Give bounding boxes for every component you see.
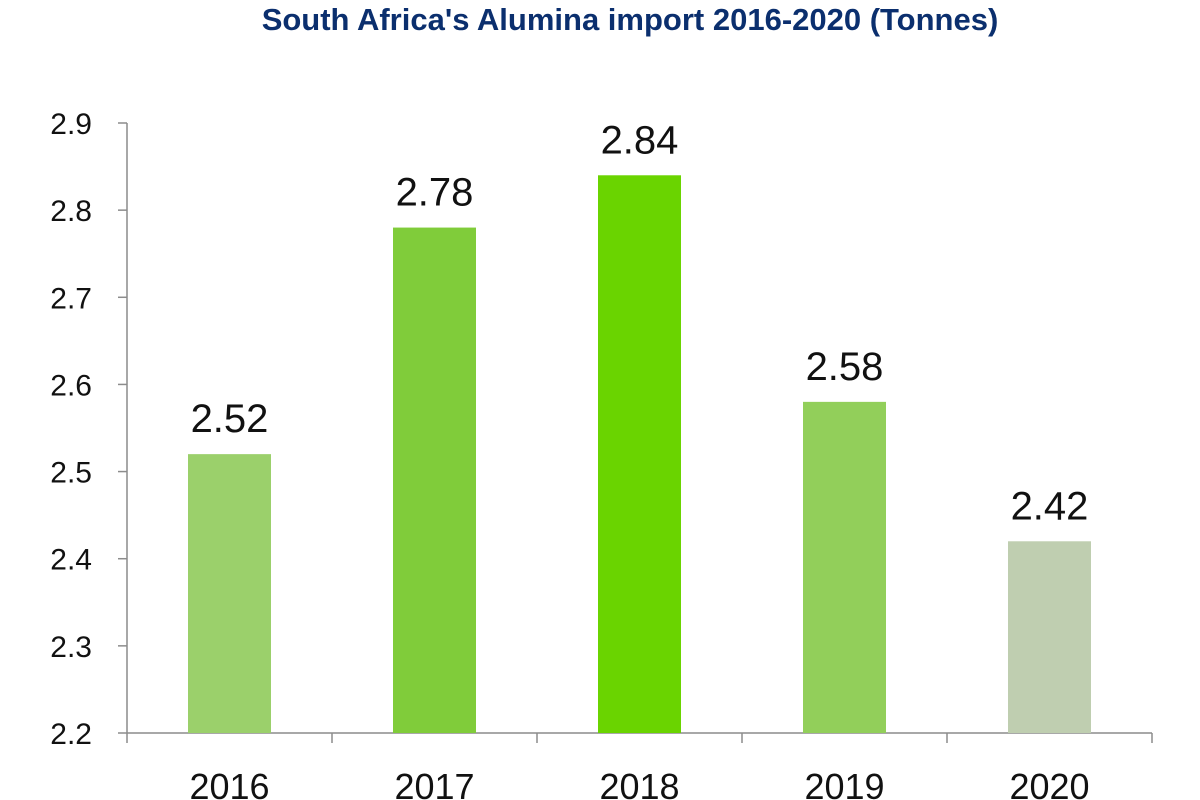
bar-2019	[803, 401, 886, 733]
data-label-2020: 2.42	[1011, 484, 1089, 528]
x-tick-label-2017: 2017	[394, 766, 474, 800]
y-tick-label: 2.2	[50, 718, 92, 751]
data-labels: 2.52 2.78 2.84 2.58 2.42	[191, 118, 1089, 528]
x-tick-label-2018: 2018	[599, 766, 679, 800]
y-tick-label: 2.6	[50, 369, 92, 402]
y-tick-label: 2.3	[50, 631, 92, 664]
bars	[188, 175, 1091, 734]
bar-2020	[1008, 541, 1091, 733]
chart-title: South Africa's Alumina import 2016-2020 …	[262, 2, 999, 37]
data-label-2016: 2.52	[191, 397, 269, 441]
data-label-2019: 2.58	[806, 345, 884, 389]
y-tick-label: 2.7	[50, 282, 92, 315]
x-tick-label-2019: 2019	[804, 766, 884, 800]
bar-2017	[393, 227, 476, 734]
x-tick-label-2020: 2020	[1009, 766, 1089, 800]
y-tick-label: 2.8	[50, 195, 92, 228]
x-tick-label-2016: 2016	[189, 766, 269, 800]
data-label-2017: 2.78	[396, 171, 474, 215]
y-tick-label: 2.5	[50, 457, 92, 490]
bar-2018	[598, 175, 681, 734]
y-tick-label: 2.9	[50, 108, 92, 141]
bar-2016	[188, 454, 271, 733]
data-label-2018: 2.84	[601, 118, 679, 162]
y-tick-label: 2.4	[50, 544, 92, 577]
axes: 2.2 2.3 2.4 2.5 2.6 2.7 2.8 2.9 2016 2017 2018 2019…	[50, 108, 1153, 800]
